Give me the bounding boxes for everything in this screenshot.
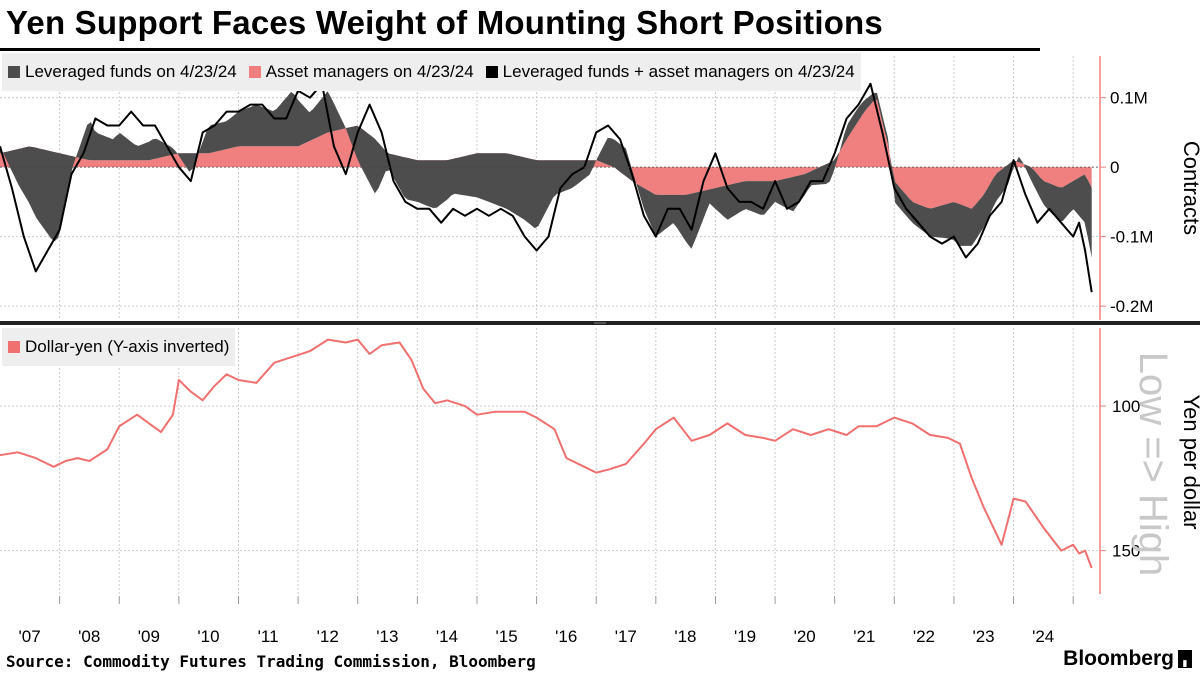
area-leveraged-funds bbox=[0, 91, 1092, 258]
top-y-ticks: 0.1M 0 -0.1M -0.2M bbox=[1100, 89, 1153, 316]
brand-terminal-icon: ▮ bbox=[1178, 650, 1192, 668]
x-tick-label: '22 bbox=[913, 627, 935, 645]
bottom-legend: Dollar-yen (Y-axis inverted) bbox=[2, 328, 236, 366]
x-tick-label: '14 bbox=[436, 627, 458, 645]
y-tick-label: 100 bbox=[1112, 397, 1140, 416]
legend-item-combined[interactable]: Leveraged funds + asset managers on 4/23… bbox=[485, 62, 855, 82]
source-note: Source: Commodity Futures Trading Commis… bbox=[6, 652, 536, 671]
x-tick-label: '20 bbox=[794, 627, 816, 645]
bottom-panel-marks bbox=[0, 338, 1093, 569]
y-tick-label: -0.1M bbox=[1110, 228, 1153, 247]
y-tick-label: -0.2M bbox=[1110, 297, 1153, 316]
y-tick-label: 150 bbox=[1112, 542, 1140, 561]
y-tick-label: 0 bbox=[1110, 158, 1119, 177]
legend-swatch-dollar-yen bbox=[8, 341, 20, 353]
legend-item-asset-managers[interactable]: Asset managers on 4/23/24 bbox=[248, 62, 474, 82]
line-dollar-yen bbox=[0, 338, 1093, 569]
legend-item-dollar-yen[interactable]: Dollar-yen (Y-axis inverted) bbox=[8, 337, 229, 357]
legend-label-combined: Leveraged funds + asset managers on 4/23… bbox=[502, 62, 855, 81]
chart-canvas: 0.1M 0 -0.1M -0.2M 100 150 '07 '08 '09 '10 '11 '1… bbox=[0, 56, 1200, 645]
x-tick-label: '07 bbox=[19, 627, 41, 645]
top-panel-marks bbox=[0, 82, 1100, 293]
x-tick-label: '10 bbox=[197, 627, 219, 645]
brand-name: Bloomberg bbox=[1063, 647, 1174, 670]
legend-swatch-combined bbox=[485, 66, 498, 78]
x-tick-label: '15 bbox=[496, 627, 518, 645]
top-y-axis-title: Contracts bbox=[1179, 141, 1200, 235]
legend-label-asset-managers: Asset managers on 4/23/24 bbox=[265, 62, 474, 81]
legend-swatch-leveraged bbox=[8, 66, 20, 78]
x-tick-label: '09 bbox=[138, 627, 160, 645]
line-leveraged-plus-asset-managers bbox=[0, 82, 1093, 293]
x-tick-label: '16 bbox=[555, 627, 577, 645]
legend-label-dollar-yen: Dollar-yen (Y-axis inverted) bbox=[25, 337, 230, 356]
bottom-y-axis-title: Yen per dollar bbox=[1179, 395, 1200, 530]
legend-label-leveraged: Leveraged funds on 4/23/24 bbox=[25, 62, 237, 81]
x-tick-label: '11 bbox=[258, 627, 279, 645]
x-tick-label: '24 bbox=[1032, 627, 1054, 645]
bottom-panel-grid bbox=[0, 328, 1100, 594]
x-tick-label: '23 bbox=[972, 627, 994, 645]
x-tick-label: '21 bbox=[853, 627, 875, 645]
x-tick-label: '12 bbox=[317, 627, 339, 645]
brand-logo: Bloomberg ▮ bbox=[1063, 647, 1192, 671]
inverted-axis-annotation: Low => High bbox=[1131, 352, 1175, 577]
legend-swatch-asset-managers bbox=[248, 66, 261, 78]
x-tick-label: '17 bbox=[615, 627, 637, 645]
x-tick-label: '13 bbox=[376, 627, 398, 645]
x-tick-label: '19 bbox=[734, 627, 756, 645]
x-tick-label: '08 bbox=[78, 627, 100, 645]
area-asset-managers bbox=[0, 99, 1092, 209]
y-tick-label: 0.1M bbox=[1110, 89, 1148, 108]
x-axis-ticks: '07 '08 '09 '10 '11 '12 '13 '14 '15 '16 '17 '18 '19 '… bbox=[19, 596, 1074, 645]
top-legend: Leveraged funds on 4/23/24 Asset manager… bbox=[2, 53, 861, 91]
title-rule bbox=[0, 48, 1040, 51]
chart-title: Yen Support Faces Weight of Mounting Sho… bbox=[6, 4, 883, 41]
legend-item-leveraged[interactable]: Leveraged funds on 4/23/24 bbox=[8, 62, 237, 82]
x-tick-label: '18 bbox=[674, 627, 696, 645]
bottom-y-ticks: 100 150 bbox=[1100, 397, 1140, 561]
